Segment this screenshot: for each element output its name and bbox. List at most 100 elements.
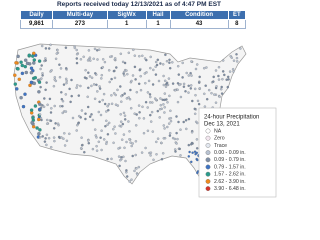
station-dot [195, 121, 199, 125]
station-dot [174, 88, 177, 92]
station-dot [179, 128, 182, 131]
station-dot [112, 69, 116, 73]
station-dot [61, 104, 64, 108]
legend-label: 3.90 - 6.48 in. [214, 186, 246, 192]
table-header: Daily Multi-day SigWx Hail Condition ET [19, 10, 247, 20]
station-dot [117, 155, 121, 158]
station-dot [123, 118, 127, 121]
station-dot [70, 78, 73, 82]
station-dot [198, 75, 201, 79]
station-dot [107, 69, 111, 72]
station-dot [82, 55, 85, 59]
station-dot [31, 54, 35, 58]
station-dot [92, 83, 96, 86]
station-dot [193, 107, 196, 111]
station-dot [59, 104, 62, 108]
station-dot [171, 82, 175, 85]
station-dot [165, 98, 168, 101]
station-dot [87, 57, 91, 61]
station-dot [156, 58, 159, 62]
station-dot [32, 81, 37, 86]
station-dot [75, 53, 79, 56]
station-dot [91, 118, 95, 122]
station-dot [60, 91, 63, 94]
station-dot [102, 92, 106, 96]
station-dot [220, 85, 223, 89]
station-dot [37, 80, 42, 84]
station-dot [64, 93, 68, 96]
station-dot [143, 72, 146, 75]
station-dot [84, 112, 87, 115]
station-dot [178, 147, 181, 151]
station-dot [99, 113, 103, 117]
station-dot [98, 100, 101, 104]
station-dot [80, 136, 83, 139]
station-dot [133, 65, 137, 69]
station-dot [114, 132, 117, 135]
station-dot [130, 144, 133, 148]
station-dot [75, 57, 79, 60]
station-dot [217, 65, 221, 69]
map: 24-hour Precipitation Dec 13, 2021 NA Zer… [13, 43, 277, 198]
station-dot [46, 122, 49, 125]
legend-swatch [205, 135, 211, 141]
station-dot [17, 77, 21, 82]
station-dot [168, 134, 172, 137]
station-dot [95, 83, 98, 87]
station-dot [68, 132, 71, 135]
station-dot [60, 97, 64, 101]
station-dot [179, 154, 182, 157]
station-dot [106, 133, 110, 136]
station-dot [63, 144, 67, 147]
station-dot [53, 127, 56, 130]
station-dot [32, 61, 36, 65]
station-dot [173, 137, 177, 141]
station-dot [190, 160, 193, 164]
station-dot [44, 57, 47, 60]
station-dot [219, 87, 223, 91]
station-dot [47, 136, 51, 140]
station-dot [100, 77, 103, 80]
station-dot [94, 72, 97, 75]
station-dot [77, 114, 81, 118]
station-dot [171, 61, 174, 64]
station-dot [79, 116, 82, 119]
station-dot [161, 98, 164, 102]
station-dot [193, 87, 197, 91]
station-dot [38, 128, 42, 132]
station-dot [173, 148, 177, 151]
station-dot [184, 90, 187, 93]
station-dot [193, 150, 197, 153]
station-dot [127, 120, 130, 123]
station-dot [101, 65, 105, 69]
station-dot [20, 63, 24, 68]
station-dot [61, 99, 65, 103]
station-dot [87, 49, 91, 52]
station-dot [163, 106, 166, 109]
legend-swatch [205, 178, 211, 184]
station-dot [190, 131, 194, 134]
station-dot [178, 83, 181, 87]
station-dot [146, 106, 149, 109]
station-dot [176, 137, 179, 141]
station-dot [53, 104, 56, 108]
station-dot [189, 71, 192, 75]
station-dot [176, 64, 180, 68]
station-dot [16, 54, 20, 59]
station-dot [127, 51, 131, 55]
station-dot [37, 131, 41, 136]
station-dot [151, 83, 155, 86]
station-dot [45, 81, 48, 84]
station-dot [43, 97, 46, 100]
station-dot [212, 80, 215, 83]
station-dot [226, 75, 230, 79]
station-dot [52, 84, 56, 88]
station-dot [115, 66, 118, 69]
station-dot [213, 93, 216, 96]
station-dot [156, 109, 159, 113]
station-dot [227, 78, 230, 81]
station-dot [162, 74, 165, 78]
station-dot [158, 116, 161, 119]
station-dot [28, 83, 32, 88]
station-dot [119, 120, 123, 123]
